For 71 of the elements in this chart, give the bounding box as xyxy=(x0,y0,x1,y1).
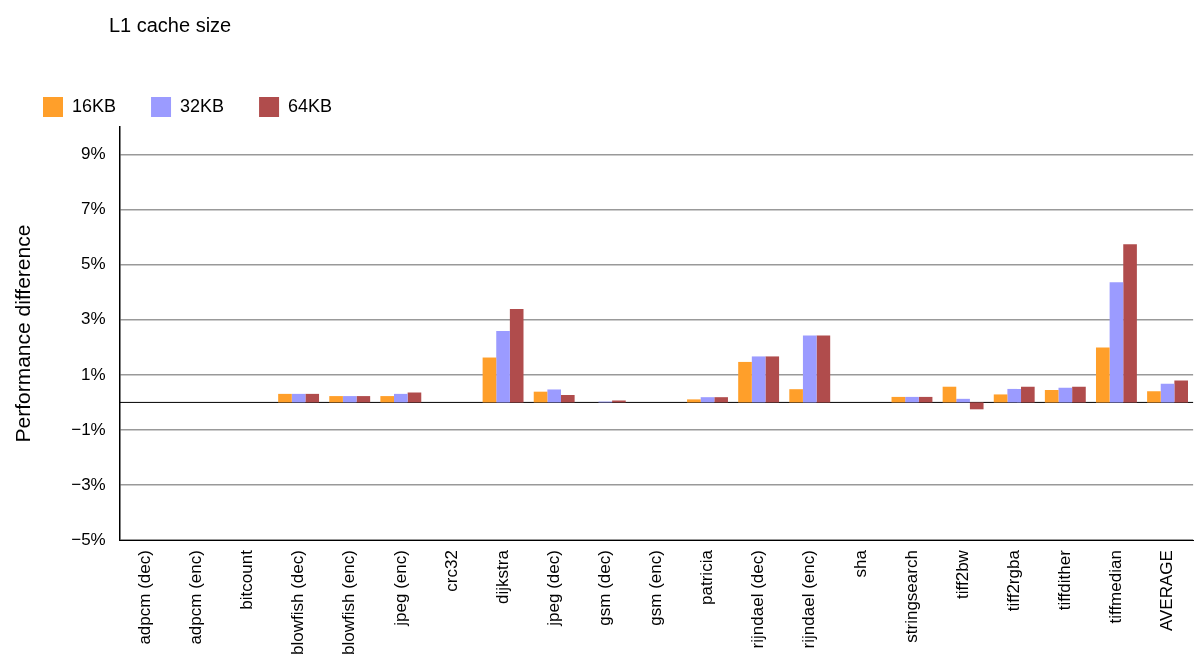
y-tick-label: 3% xyxy=(81,309,106,329)
bar xyxy=(305,393,320,403)
bar xyxy=(1007,388,1022,403)
bar xyxy=(496,331,510,403)
y-axis-title: Performance difference xyxy=(11,224,35,443)
x-tick-label: gsm (enc) xyxy=(646,550,666,626)
bar xyxy=(1147,391,1161,403)
x-tick-label: tiffmedian xyxy=(1106,550,1126,624)
x-tick-label: rijndael (dec) xyxy=(748,550,768,649)
bar xyxy=(802,335,817,403)
x-tick-label: stringsearch xyxy=(901,550,921,643)
x-tick-label: gsm (dec) xyxy=(594,550,614,626)
bar xyxy=(342,396,357,403)
bar xyxy=(278,393,292,403)
bar xyxy=(765,356,780,403)
x-tick-label: blowfish (enc) xyxy=(339,550,359,655)
x-tick-label: rijndael (enc) xyxy=(799,550,819,649)
bar xyxy=(789,389,803,403)
x-tick-label: AVERAGE xyxy=(1157,550,1177,632)
legend-label: 64KB xyxy=(288,95,333,116)
y-tick-label: 5% xyxy=(81,254,106,274)
x-tick-label: dijkstra xyxy=(492,549,512,604)
bar xyxy=(969,402,984,410)
x-tick-label: patricia xyxy=(697,549,717,605)
bar xyxy=(1072,386,1086,403)
bar xyxy=(700,397,715,403)
y-tick-label: 1% xyxy=(81,364,106,384)
x-tick-label: sha xyxy=(850,549,870,578)
bar xyxy=(482,357,497,403)
bar xyxy=(291,393,306,403)
bar xyxy=(751,356,766,403)
bar xyxy=(942,386,957,403)
bar xyxy=(738,361,752,403)
bar xyxy=(816,335,831,403)
bar xyxy=(329,396,343,403)
legend-label: 16KB xyxy=(72,95,117,116)
x-tick-label: crc32 xyxy=(441,550,461,592)
bar xyxy=(380,396,395,403)
y-tick-label: 9% xyxy=(81,144,106,164)
bar xyxy=(905,396,919,403)
y-tick-label: −1% xyxy=(71,419,106,439)
bar xyxy=(560,394,575,403)
bar xyxy=(1095,347,1110,403)
bar xyxy=(547,389,561,403)
x-tick-label: adpcm (enc) xyxy=(186,550,206,645)
x-tick-label: jpeg (enc) xyxy=(390,550,410,627)
bar xyxy=(1160,383,1175,403)
bar xyxy=(1044,390,1059,403)
bar xyxy=(1174,380,1188,403)
bar xyxy=(1058,387,1073,403)
bar xyxy=(993,394,1008,403)
x-tick-label: blowfish (dec) xyxy=(288,550,308,655)
legend-label: 32KB xyxy=(180,95,225,116)
y-tick-label: −5% xyxy=(71,529,106,549)
x-tick-label: tiff2bw xyxy=(952,549,972,599)
y-tick-label: 7% xyxy=(81,199,106,219)
bar xyxy=(356,396,371,403)
bar xyxy=(687,399,701,403)
x-tick-label: tiff2rgba xyxy=(1003,549,1023,612)
bar xyxy=(1109,282,1124,403)
legend-title: L1 cache size xyxy=(108,13,232,36)
x-tick-label: tiffdither xyxy=(1055,549,1075,611)
bar xyxy=(1021,386,1035,403)
y-tick-label: −3% xyxy=(71,474,106,494)
bar xyxy=(509,309,524,403)
bar xyxy=(714,397,728,403)
x-tick-label: jpeg (dec) xyxy=(543,550,563,627)
x-tick-label: adpcm (dec) xyxy=(134,550,154,645)
bar xyxy=(394,393,408,403)
x-tick-label: bitcount xyxy=(237,549,257,610)
bar xyxy=(1123,244,1137,403)
